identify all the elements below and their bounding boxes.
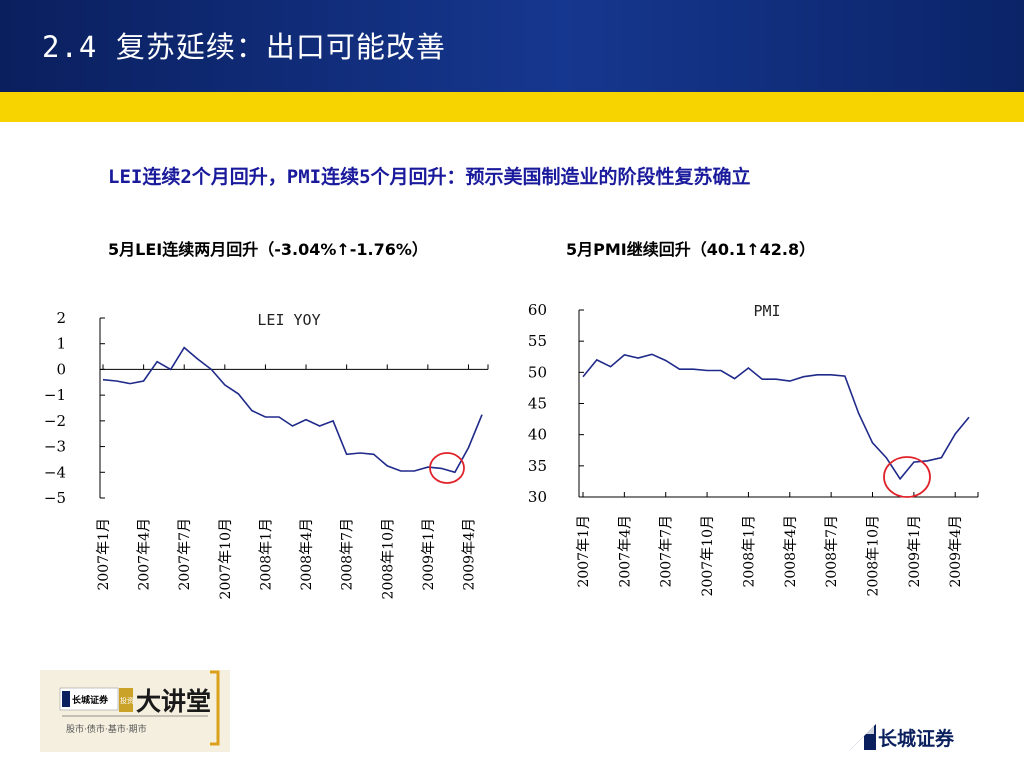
pmi-x-tick-label: 2009年1月 xyxy=(907,515,923,588)
lei-chart-caption: 5月LEI连续两月回升（-3.04%↑-1.76%） xyxy=(108,240,428,259)
lei-y-tick-label: 2 xyxy=(56,309,66,327)
pmi-chart-title: PMI xyxy=(753,302,780,320)
brand-mark-icon xyxy=(850,724,876,750)
pmi-x-ticks: 2007年1月 2007年4月 2007年7月 2007年10月 2008年1月 2008… xyxy=(576,492,964,596)
pmi-x-tick-label: 2008年7月 xyxy=(824,515,840,588)
pmi-chart-caption: 5月PMI继续回升（40.1↑42.8） xyxy=(566,240,816,259)
lei-y-tick-label: −2 xyxy=(44,412,66,430)
lei-y-tick-label: −1 xyxy=(44,386,66,404)
pmi-y-tick-label: 35 xyxy=(528,457,547,475)
brand-logo: 长城证券 xyxy=(850,722,980,752)
lecture-hall-logo: 长城证券 投资 大讲堂 股市·债市·基市·期市 xyxy=(40,670,230,752)
lei-series-line xyxy=(102,346,483,474)
lei-x-tick-label: 2009年4月 xyxy=(461,518,477,591)
lei-x-tick-label: 2008年1月 xyxy=(258,518,274,591)
lei-x-tick-label: 2007年7月 xyxy=(177,518,193,591)
lei-x-tick-label: 2007年4月 xyxy=(137,518,153,591)
lei-y-tick-label: 1 xyxy=(56,335,66,353)
slide-header: 2.4 复苏延续：出口可能改善 xyxy=(0,0,1024,92)
slide-title: 2.4 复苏延续：出口可能改善 xyxy=(42,30,446,64)
pmi-y-tick-label: 30 xyxy=(528,488,547,506)
lei-x-tick-label: 2008年7月 xyxy=(340,518,356,591)
lei-x-tick-label: 2007年1月 xyxy=(96,518,112,591)
brand-name: 长城证券 xyxy=(878,728,955,750)
logo-company-text: 长城证券 xyxy=(72,694,109,706)
pmi-x-tick-label: 2008年10月 xyxy=(866,515,882,596)
lei-y-tick-label: 0 xyxy=(56,360,66,378)
header-accent-band xyxy=(0,92,1024,122)
lei-x-ticks: 2007年1月 2007年4月 2007年7月 2007年10月 2008年1月 2008… xyxy=(96,364,477,599)
logo-sub-text: 股市·债市·基市·期市 xyxy=(66,723,147,735)
lei-axes xyxy=(99,318,489,498)
logo-badge-text: 投资 xyxy=(120,696,134,705)
pmi-x-tick-label: 2008年1月 xyxy=(741,515,757,588)
pmi-x-tick-label: 2007年10月 xyxy=(700,515,716,596)
pmi-x-tick-label: 2007年7月 xyxy=(659,515,675,588)
pmi-x-tick-label: 2008年4月 xyxy=(783,515,799,588)
pmi-axes xyxy=(578,310,979,498)
pmi-y-tick-label: 60 xyxy=(528,301,547,319)
pmi-ticks: 60 55 50 45 40 35 30 xyxy=(528,301,584,506)
pmi-highlight-circle xyxy=(883,456,931,498)
slide-subtitle: LEI连续2个月回升，PMI连续5个月回升：预示美国制造业的阶段性复苏确立 xyxy=(108,166,751,188)
lei-x-tick-label: 2008年4月 xyxy=(299,518,315,591)
pmi-y-tick-label: 55 xyxy=(528,332,547,350)
pmi-y-tick-label: 45 xyxy=(528,395,547,413)
pmi-y-tick-label: 50 xyxy=(528,363,547,381)
lei-x-tick-label: 2008年10月 xyxy=(380,518,396,599)
lei-highlight-circle xyxy=(429,452,465,484)
logo-big-text: 大讲堂 xyxy=(136,687,211,716)
pmi-x-tick-label: 2009年4月 xyxy=(948,515,964,588)
lei-y-tick-label: −5 xyxy=(44,489,66,507)
lei-y-tick-label: −3 xyxy=(44,438,66,456)
lei-ticks: 2 1 0 −1 −2 −3 −4 −5 xyxy=(44,309,105,507)
lei-y-tick-label: −4 xyxy=(44,463,66,481)
lei-x-tick-label: 2007年10月 xyxy=(218,518,234,599)
pmi-series-line xyxy=(582,353,970,481)
lei-chart-title: LEI YOY xyxy=(257,311,320,329)
pmi-x-tick-label: 2007年4月 xyxy=(617,515,633,588)
pmi-x-tick-label: 2007年1月 xyxy=(576,515,592,588)
lei-x-tick-label: 2009年1月 xyxy=(421,518,437,591)
pmi-y-tick-label: 40 xyxy=(528,426,547,444)
